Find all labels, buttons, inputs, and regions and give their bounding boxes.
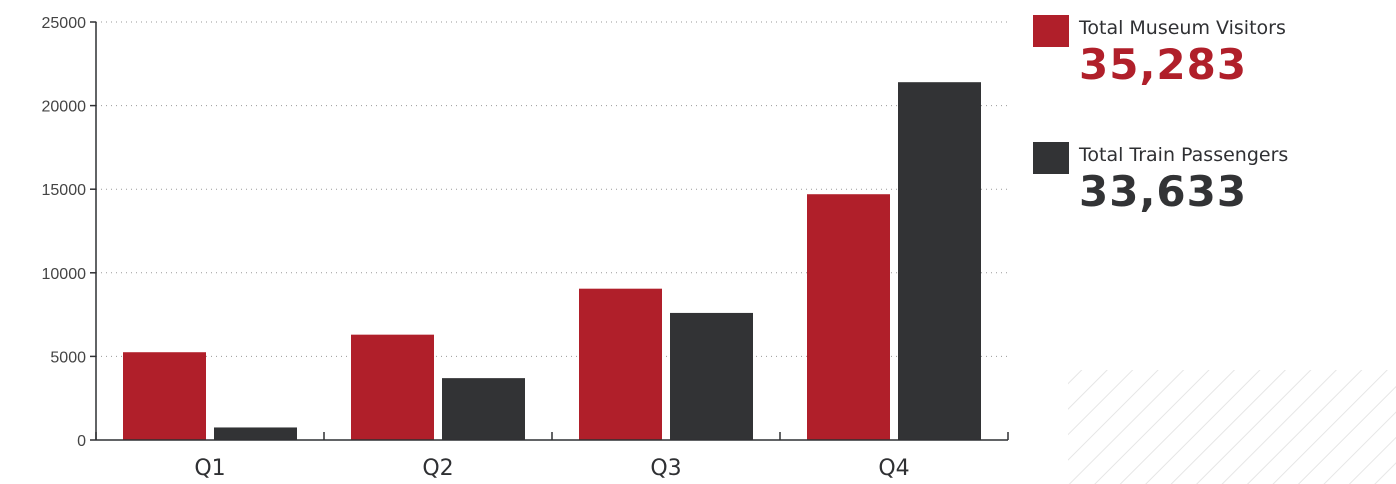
y-axis-ticks: 0 5000 10000 15000 20000 25000 [42, 15, 96, 450]
bar-q1-series-2 [214, 427, 297, 440]
y-tick-label: 20000 [42, 99, 87, 116]
bar-q2-series-2 [442, 378, 525, 440]
bar-q3-series-2 [670, 312, 753, 440]
bars [123, 82, 981, 440]
legend-total-museum-visitors: 35,283 [1079, 40, 1248, 89]
bar-q1-series-1 [123, 352, 206, 440]
legend-item-train-passengers: Total Train Passengers 33,633 [1033, 142, 1393, 242]
legend-label-train-passengers: Total Train Passengers [1079, 144, 1289, 166]
y-tick-label: 0 [77, 433, 86, 450]
legend-label-museum-visitors: Total Museum Visitors [1079, 17, 1286, 39]
x-category-label: Q1 [194, 456, 225, 481]
y-tick-label: 10000 [42, 266, 87, 283]
legend: Total Museum Visitors 35,283 Total Train… [1033, 15, 1393, 242]
category-labels: Q1 Q2 Q3 Q4 [194, 456, 909, 481]
bar-q4-series-2 [898, 82, 981, 440]
x-category-label: Q4 [878, 456, 909, 481]
legend-swatch-museum-visitors [1033, 15, 1069, 47]
x-category-label: Q3 [650, 456, 681, 481]
bar-q3-series-1 [579, 288, 662, 440]
bar-q2-series-1 [351, 334, 434, 440]
legend-total-train-passengers: 33,633 [1079, 167, 1248, 216]
y-tick-label: 15000 [42, 182, 87, 199]
bar-q4-series-1 [807, 194, 890, 440]
y-tick-label: 25000 [42, 15, 87, 32]
hatch-decoration [1068, 370, 1396, 484]
legend-swatch-train-passengers [1033, 142, 1069, 174]
axes [95, 22, 1009, 441]
y-tick-label: 5000 [50, 349, 86, 366]
legend-item-museum-visitors: Total Museum Visitors 35,283 [1033, 15, 1393, 115]
x-category-label: Q2 [422, 456, 453, 481]
